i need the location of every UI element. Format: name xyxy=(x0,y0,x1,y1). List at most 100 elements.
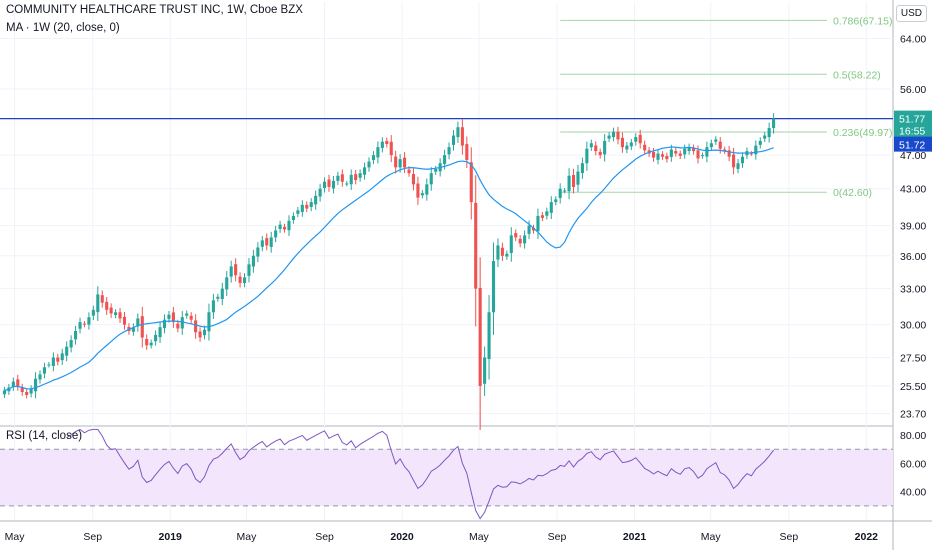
candle-body xyxy=(509,235,513,253)
time-tick-label: 2020 xyxy=(390,531,414,543)
currency-badge[interactable]: USD xyxy=(895,5,927,22)
candle xyxy=(331,176,336,194)
time-tick-label: May xyxy=(469,531,490,543)
candle-body xyxy=(514,233,518,238)
candle-body xyxy=(105,301,109,310)
candle xyxy=(451,130,456,151)
candle-body xyxy=(665,155,669,160)
candle xyxy=(420,190,424,199)
candle-body xyxy=(434,169,438,172)
candle-body xyxy=(700,155,705,157)
candle-body xyxy=(638,134,642,144)
candle-body xyxy=(727,150,731,157)
candle xyxy=(616,126,620,145)
candle-body xyxy=(420,193,424,196)
candle xyxy=(603,134,607,162)
candle xyxy=(25,388,29,399)
candle-body xyxy=(51,357,55,366)
candle xyxy=(594,141,598,156)
last-price-value: 51.77 xyxy=(899,114,925,126)
candle-body xyxy=(122,316,127,325)
candle xyxy=(754,140,758,160)
candle xyxy=(260,235,264,252)
candle-body xyxy=(251,255,255,267)
price-tick-label: 56.00 xyxy=(900,84,926,96)
candle xyxy=(536,208,540,240)
candle-body xyxy=(692,147,696,152)
candle-body xyxy=(234,264,238,276)
candle xyxy=(274,225,278,243)
candle-body xyxy=(376,147,380,158)
candle xyxy=(736,159,740,174)
candle-body xyxy=(576,171,580,185)
time-tick-label: Sep xyxy=(779,531,798,543)
candle-body xyxy=(527,225,531,234)
candle-body xyxy=(202,329,207,336)
candle xyxy=(509,227,513,262)
rsi-tick-label: 60.00 xyxy=(900,458,926,470)
candle xyxy=(580,157,584,179)
candle xyxy=(589,139,593,151)
candle-body xyxy=(491,261,496,313)
candle-body xyxy=(34,378,38,392)
candle-body xyxy=(629,142,633,147)
candle-body xyxy=(87,317,91,325)
candle-body xyxy=(585,148,589,164)
candle-body xyxy=(256,247,260,257)
time-tick-label: May xyxy=(237,531,258,543)
candle xyxy=(207,303,211,341)
candle-body xyxy=(451,135,456,145)
price-tick-label: 33.00 xyxy=(900,284,926,296)
candle xyxy=(434,165,438,175)
candle xyxy=(585,141,589,171)
candle xyxy=(500,242,504,261)
candle xyxy=(763,132,767,143)
candle xyxy=(567,168,571,200)
candle-body xyxy=(478,287,482,387)
price-tick-label: 36.00 xyxy=(900,251,926,263)
candle-body xyxy=(736,163,740,169)
candles-group xyxy=(2,113,776,430)
candle xyxy=(145,334,149,350)
candle xyxy=(105,296,109,315)
candle xyxy=(296,206,300,218)
ma-value-badge xyxy=(894,136,932,152)
fib-level-label: 0.786(67.15) xyxy=(833,15,893,27)
candle-body xyxy=(331,180,336,189)
candle-body xyxy=(531,227,536,231)
candle xyxy=(69,335,73,353)
candle-body xyxy=(643,144,647,151)
time-tick-label: May xyxy=(701,531,722,543)
fib-level-label: 0.5(58.22) xyxy=(833,69,881,81)
candle xyxy=(549,196,553,220)
fib-level-label: 0.236(49.97) xyxy=(833,127,893,139)
candle-body xyxy=(60,353,64,361)
candle-body xyxy=(425,184,429,195)
fib-level-label: 0(42.60) xyxy=(833,187,872,199)
candle xyxy=(478,257,482,430)
price-tick-label: 43.00 xyxy=(900,184,926,196)
candle-body xyxy=(714,139,718,142)
candle-body xyxy=(389,141,393,156)
candle-body xyxy=(318,188,322,197)
candle xyxy=(629,138,633,151)
candle xyxy=(571,168,576,194)
candle xyxy=(118,307,122,323)
candle xyxy=(131,323,135,336)
chart-title: COMMUNITY HEALTHCARE TRUST INC, 1W, Cboe… xyxy=(6,4,303,16)
candle xyxy=(171,306,175,328)
candle xyxy=(540,212,544,222)
candle xyxy=(687,143,691,155)
candle-body xyxy=(20,387,24,393)
time-tick-label: 2021 xyxy=(623,531,647,543)
rsi-tick-label: 40.00 xyxy=(900,487,926,499)
candle-body xyxy=(309,202,313,208)
candle xyxy=(251,249,255,273)
price-tick-label: 25.50 xyxy=(900,381,926,393)
candle-body xyxy=(394,156,398,168)
candle xyxy=(607,132,611,143)
candle-body xyxy=(131,327,135,332)
candle xyxy=(256,242,260,263)
candle xyxy=(425,178,429,201)
